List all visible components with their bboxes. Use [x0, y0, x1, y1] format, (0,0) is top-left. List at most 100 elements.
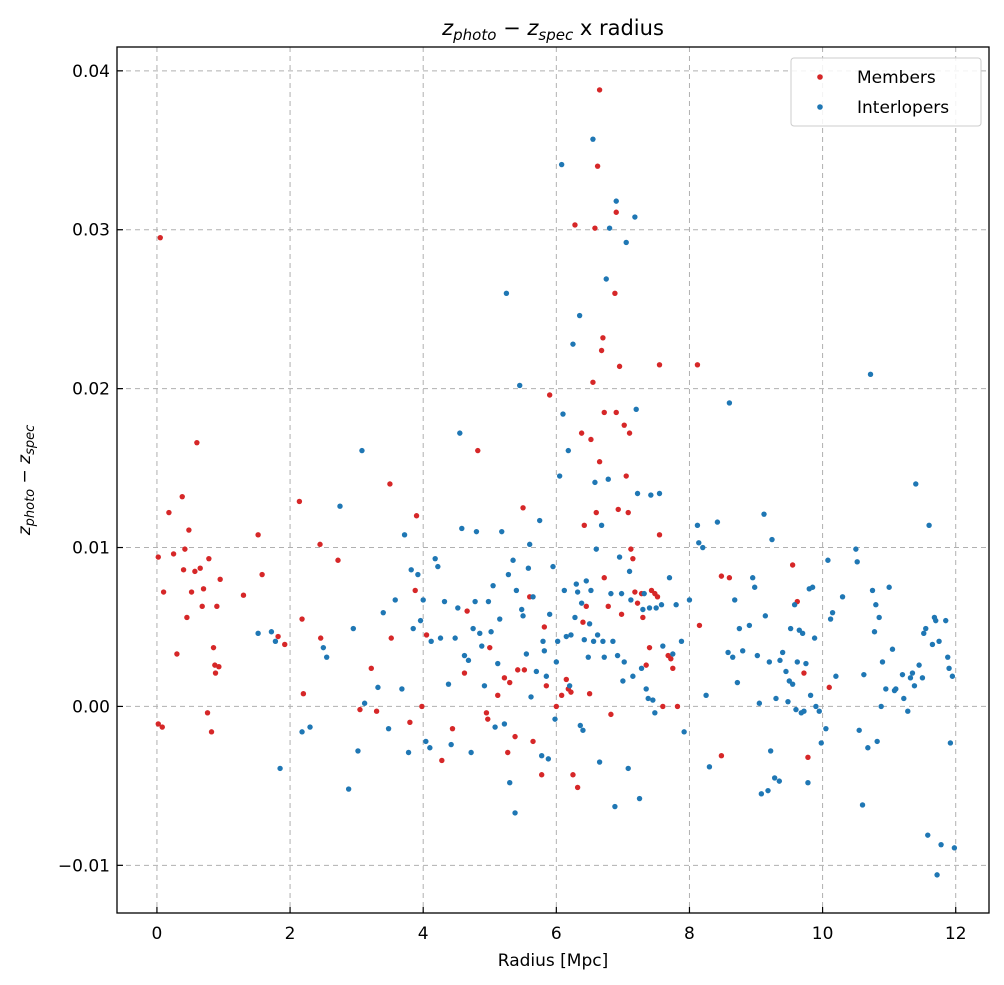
- point-interlopers: [681, 729, 687, 735]
- axis-ticks: 0 2 4 6 8 10 12 −0.01 0.00 0.01 0.02 0.03 0.04: [58, 62, 967, 944]
- point-interlopers: [666, 575, 673, 581]
- point-interlopers: [323, 654, 330, 660]
- point-interlopers: [943, 617, 949, 624]
- point-interlopers: [583, 578, 589, 584]
- point-interlopers: [574, 589, 581, 595]
- point-interlopers: [581, 636, 587, 643]
- point-members: [407, 719, 413, 726]
- point-interlopers: [799, 630, 806, 637]
- point-interlopers: [694, 522, 701, 528]
- point-interlopers: [445, 681, 452, 687]
- point-members: [726, 575, 733, 581]
- point-interlopers: [749, 575, 756, 581]
- point-members: [621, 422, 627, 428]
- point-members: [656, 362, 663, 368]
- point-interlopers: [392, 597, 398, 603]
- point-members: [483, 710, 490, 716]
- point-interlopers: [926, 522, 932, 528]
- legend-label-interlopers: Interlopers: [857, 98, 949, 118]
- point-interlopers: [813, 703, 819, 710]
- point-interlopers: [530, 594, 536, 600]
- point-members: [464, 608, 470, 614]
- point-interlopers: [886, 584, 892, 590]
- point-interlopers: [612, 803, 618, 810]
- point-interlopers: [536, 517, 543, 524]
- point-interlopers: [732, 597, 738, 603]
- point-interlopers: [725, 649, 731, 656]
- point-interlopers: [578, 600, 585, 606]
- point-interlopers: [350, 625, 357, 632]
- point-interlopers: [660, 643, 666, 649]
- point-interlopers: [889, 646, 896, 652]
- point-members: [654, 594, 661, 600]
- point-interlopers: [789, 681, 796, 687]
- point-interlopers: [613, 198, 619, 204]
- point-interlopers: [513, 587, 520, 594]
- point-interlopers: [563, 633, 570, 640]
- point-interlopers: [854, 559, 860, 565]
- point-members: [204, 710, 211, 716]
- point-interlopers: [479, 643, 485, 649]
- point-interlopers: [625, 765, 631, 772]
- point-interlopers: [754, 652, 761, 659]
- point-members: [578, 430, 585, 436]
- point-interlopers: [558, 161, 565, 168]
- point-members: [596, 459, 603, 465]
- x-tick-label: 4: [418, 924, 429, 944]
- point-interlopers: [455, 605, 461, 611]
- point-interlopers: [773, 695, 779, 702]
- point-interlopers: [519, 606, 525, 613]
- point-interlopers: [899, 671, 906, 678]
- point-members: [586, 691, 593, 697]
- point-interlopers: [726, 400, 733, 406]
- point-interlopers: [441, 598, 448, 605]
- point-interlopers: [916, 662, 922, 668]
- point-interlopers: [468, 749, 474, 756]
- point-interlopers: [605, 476, 611, 482]
- point-interlopers: [650, 697, 656, 703]
- point-interlopers: [779, 649, 786, 656]
- point-members: [179, 493, 185, 500]
- point-interlopers: [861, 671, 867, 678]
- point-members: [259, 571, 265, 578]
- point-interlopers: [794, 659, 800, 665]
- point-interlopers: [873, 602, 879, 608]
- x-tick-label: 6: [551, 924, 562, 944]
- point-interlopers: [481, 683, 488, 689]
- point-interlopers: [580, 727, 586, 733]
- point-members: [634, 600, 641, 606]
- point-interlopers: [596, 759, 603, 765]
- point-interlopers: [765, 787, 771, 794]
- point-interlopers: [495, 660, 501, 667]
- point-interlopers: [538, 752, 545, 759]
- point-interlopers: [776, 778, 783, 784]
- point-members: [521, 667, 528, 673]
- point-interlopers: [510, 557, 516, 563]
- point-members: [208, 729, 215, 735]
- point-interlopers: [488, 629, 494, 635]
- point-members: [388, 635, 394, 641]
- y-tick-label: 0.02: [72, 380, 110, 400]
- point-interlopers: [572, 614, 578, 621]
- point-interlopers: [839, 594, 846, 600]
- point-interlopers: [499, 528, 505, 535]
- point-interlopers: [925, 832, 931, 838]
- point-interlopers: [415, 571, 421, 578]
- point-interlopers: [427, 745, 433, 751]
- point-interlopers: [626, 568, 633, 575]
- point-interlopers: [546, 611, 553, 617]
- point-interlopers: [630, 673, 636, 679]
- point-interlopers: [423, 738, 429, 745]
- point-members: [449, 725, 456, 732]
- point-interlopers: [477, 630, 483, 637]
- point-interlopers: [543, 673, 550, 679]
- point-members: [623, 473, 629, 479]
- point-members: [630, 555, 636, 562]
- point-members: [212, 670, 219, 676]
- point-members: [166, 509, 172, 516]
- point-interlopers: [653, 605, 659, 611]
- point-members: [625, 509, 631, 516]
- point-members: [568, 689, 574, 695]
- point-interlopers: [408, 567, 414, 573]
- point-interlopers: [520, 613, 526, 619]
